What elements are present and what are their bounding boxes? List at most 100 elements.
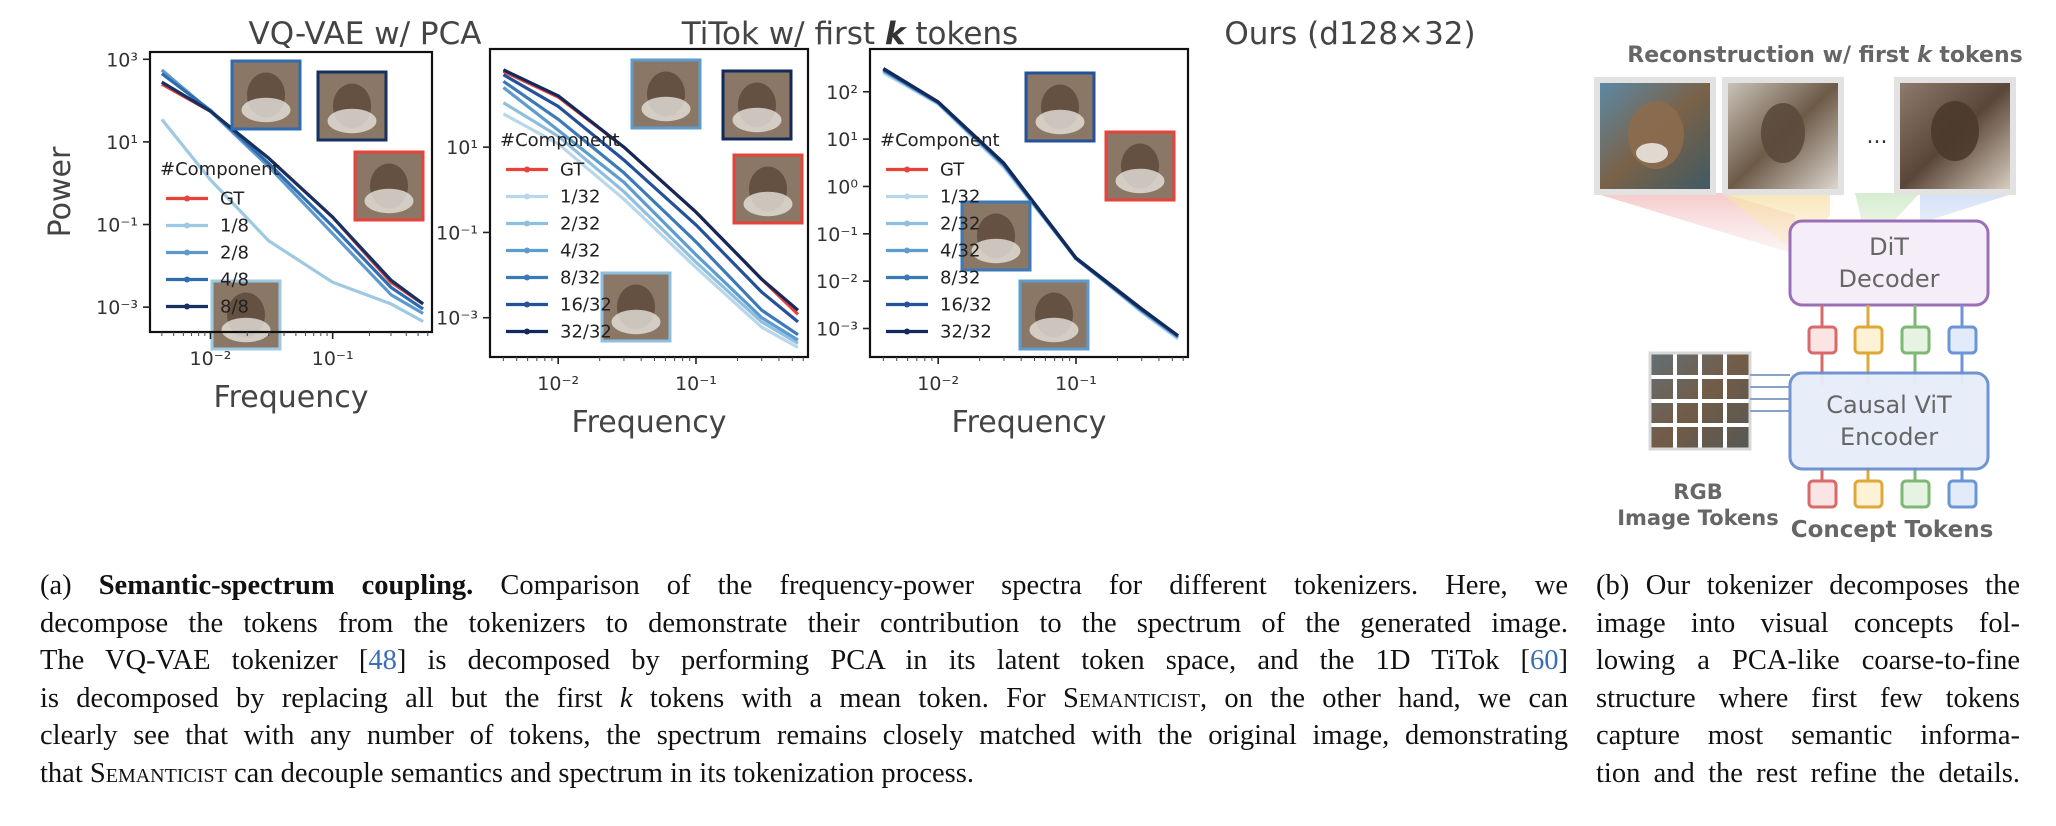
legend-marker (184, 303, 190, 310)
inset-thumbnail (1104, 130, 1176, 202)
encoder-label-2: Encoder (1840, 423, 1938, 451)
legend-marker (904, 301, 910, 308)
rgb-image-tokens (1648, 351, 1752, 451)
rgb-to-encoder-lines (1750, 374, 1790, 412)
panel-title-titok: TiTok w/ first k tokens (640, 16, 1060, 52)
legend-marker (184, 276, 190, 283)
legend-label: 32/32 (560, 322, 612, 343)
legend-label: 1/8 (220, 216, 249, 237)
legend-label: 4/32 (940, 241, 980, 262)
legend-marker (524, 166, 530, 173)
series-line-8-8 (160, 80, 425, 306)
citation-60[interactable]: 60 (1530, 645, 1559, 676)
inset-thumbnail (600, 271, 672, 343)
inset-thumbnail (353, 150, 425, 222)
series-line-4-32 (502, 86, 799, 342)
concept-token-upper-4 (1947, 325, 1978, 355)
series-line-32-32 (502, 68, 800, 312)
inset-thumbnail (721, 69, 793, 141)
inset-thumbnail (1024, 71, 1096, 143)
legend-label: 1/32 (940, 187, 980, 208)
legend-marker (524, 301, 530, 308)
concept-token-lower-2 (1853, 479, 1884, 509)
legend-marker (184, 195, 190, 202)
caption-a-line-3: The VQ-VAE tokenizer [48] is decomposed … (40, 642, 1568, 680)
y-tick-label: 10³ (106, 49, 138, 71)
concept-token-upper-1 (1807, 325, 1838, 355)
caption-b-line-2: image into visual concepts fol- (1596, 607, 2020, 639)
rgb-label-1: RGB (1673, 480, 1722, 504)
concept-token-lower-4 (1947, 479, 1978, 509)
caption-a-line-2: decompose the tokens from the tokenizers… (40, 607, 1568, 639)
x-axis-label: Frequency (952, 405, 1107, 440)
citation-48[interactable]: 48 (368, 645, 397, 676)
panel-title-titok-suffix: tokens (905, 16, 1019, 52)
y-tick-label: 10⁻¹ (436, 222, 478, 244)
series-line-1-8 (160, 118, 424, 323)
chart-0: 10⁻² 10⁻¹ 10³ 10¹ 10⁻¹ 10⁻³ Frequency Power #Com… (43, 49, 434, 415)
series-line-1-32 (502, 112, 799, 349)
caption-a-l6sc: Semanticist (89, 757, 227, 789)
caption-b-line-3: lowing a PCA-like coarse-to-fine (1596, 645, 2020, 676)
chart-frame (868, 47, 1190, 359)
diagram-title-suffix: tokens (1932, 43, 2023, 68)
legend-label: 8/32 (560, 268, 600, 289)
legend-marker (184, 249, 190, 256)
series-line-16-32 (502, 73, 800, 324)
y-tick-label: 10⁻¹ (96, 215, 138, 237)
series-line-2-32 (502, 101, 799, 345)
legend-label: GT (560, 160, 585, 181)
legend-label: 2/32 (940, 214, 980, 235)
y-tick-label: 10⁻³ (436, 308, 478, 330)
caption-a-l6b: can decouple semantics and spectrum in i… (226, 757, 974, 789)
series-line-4-8 (160, 72, 424, 311)
reconstruction-image-2 (1722, 77, 1844, 195)
legend-label: 1/32 (560, 187, 600, 208)
caption-b-line-1: (b) Our tokenizer decomposes the (1596, 570, 2020, 601)
y-axis-label: Power (43, 146, 78, 237)
caption-a-l3b: ] is decomposed by performing PCA in its… (396, 645, 1530, 676)
y-tick-label: 10¹ (106, 132, 138, 154)
caption-a-bold: Semantic-spectrum coupling. (98, 570, 474, 601)
reconstruction-image-3 (1894, 77, 2016, 195)
caption-a-l3c: ] (1558, 645, 1569, 676)
caption-a-line-6: that Semanticist can decouple semantics … (40, 758, 974, 789)
inset-thumbnail (630, 58, 702, 130)
inset-thumbnail (230, 59, 302, 131)
y-tick-label: 10⁰ (826, 176, 858, 198)
caption-b: (b) Our tokenizer decomposes the image i… (1596, 567, 2020, 792)
legend-marker (904, 274, 910, 281)
y-tick-label: 10¹ (446, 137, 478, 159)
legend-label: 2/32 (560, 214, 600, 235)
panel-title-vqvae: VQ-VAE w/ PCA (248, 16, 482, 52)
y-tick-label: 10⁻³ (96, 297, 138, 319)
legend-label: 16/32 (940, 295, 992, 316)
legend-marker (524, 328, 530, 335)
legend-label: 8/32 (940, 268, 980, 289)
caption-a-line-5: clearly see that with any number of toke… (40, 720, 1568, 751)
x-tick-label: 10⁻² (917, 373, 959, 395)
caption-a-l3a: The VQ-VAE tokenizer [ (40, 645, 369, 676)
caption-a: (a) Semantic-spectrum coupling. Comparis… (40, 567, 1568, 792)
x-tick-label: 10⁻¹ (675, 373, 717, 395)
diagram-title: Reconstruction w/ first k tokens (1627, 43, 2022, 68)
legend-title: #Component (500, 130, 620, 151)
legend-label: GT (220, 189, 245, 210)
inset-thumbnail (960, 200, 1032, 272)
fan-blue (1920, 193, 2015, 255)
panel-title-ours: Ours (d128×32) (1224, 16, 1476, 52)
caption-b-line-4: structure where first few tokens (1596, 682, 2020, 714)
encoder-label-1: Causal ViT (1826, 391, 1952, 419)
legend-label: 16/32 (560, 295, 612, 316)
x-axis-label: Frequency (214, 380, 369, 415)
y-tick-label: 10⁻¹ (816, 224, 858, 246)
diagram-title-k: k (1917, 43, 1933, 68)
caption-a-line-4: is decomposed by replacing all but the f… (40, 680, 1568, 718)
x-tick-label: 10⁻² (537, 373, 579, 395)
ellipsis: ... (1867, 124, 1888, 149)
y-tick-label: 10⁻² (816, 271, 858, 293)
legend-marker (524, 220, 530, 227)
chart-frame (488, 47, 810, 359)
caption-a-label: (a) (40, 570, 99, 601)
